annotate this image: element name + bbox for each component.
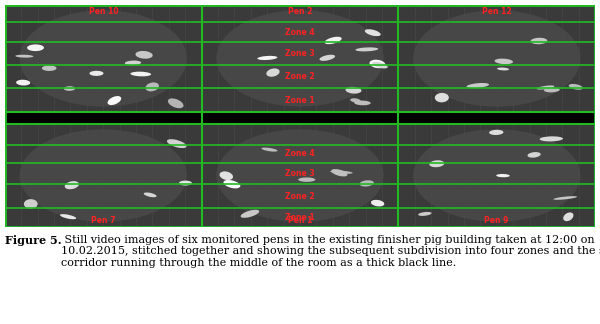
Ellipse shape <box>125 61 141 65</box>
Ellipse shape <box>16 80 30 86</box>
Ellipse shape <box>266 68 280 77</box>
Text: Pen 2: Pen 2 <box>288 7 312 16</box>
Ellipse shape <box>179 180 192 186</box>
Ellipse shape <box>64 86 75 91</box>
Ellipse shape <box>65 181 79 189</box>
Ellipse shape <box>530 38 547 44</box>
Ellipse shape <box>20 10 187 107</box>
Text: Zone 4: Zone 4 <box>285 28 315 37</box>
Bar <box>5 112 595 124</box>
Text: Pen 12: Pen 12 <box>482 7 511 16</box>
Ellipse shape <box>536 86 554 89</box>
Ellipse shape <box>16 55 34 58</box>
Ellipse shape <box>298 178 316 182</box>
Ellipse shape <box>262 147 278 152</box>
Text: Pen 7: Pen 7 <box>91 215 116 225</box>
Bar <box>5 124 202 227</box>
Ellipse shape <box>544 87 560 92</box>
Ellipse shape <box>413 129 580 222</box>
Ellipse shape <box>107 96 121 105</box>
Ellipse shape <box>354 100 371 105</box>
Ellipse shape <box>346 87 361 94</box>
Ellipse shape <box>89 71 103 76</box>
Text: Pen 10: Pen 10 <box>89 7 118 16</box>
Ellipse shape <box>331 169 347 177</box>
Ellipse shape <box>27 44 44 51</box>
Ellipse shape <box>355 47 378 52</box>
Ellipse shape <box>496 174 510 177</box>
Ellipse shape <box>371 200 385 206</box>
Bar <box>202 124 398 227</box>
Text: Zone 3: Zone 3 <box>285 49 315 58</box>
Bar <box>398 124 595 227</box>
Ellipse shape <box>144 192 157 197</box>
Ellipse shape <box>20 129 187 222</box>
Ellipse shape <box>467 83 489 88</box>
Ellipse shape <box>527 152 541 158</box>
Ellipse shape <box>569 84 583 90</box>
Text: Pen 9: Pen 9 <box>484 215 509 225</box>
Text: Zone 2: Zone 2 <box>285 191 315 201</box>
Ellipse shape <box>257 56 277 60</box>
Ellipse shape <box>330 170 353 174</box>
Text: Zone 1: Zone 1 <box>285 213 315 222</box>
Ellipse shape <box>60 214 76 219</box>
Text: Pen 1: Pen 1 <box>288 215 312 225</box>
Bar <box>202 5 398 112</box>
Ellipse shape <box>145 82 159 91</box>
Text: Figure 5.: Figure 5. <box>5 235 61 246</box>
Text: Zone 1: Zone 1 <box>285 96 315 105</box>
Ellipse shape <box>539 136 563 141</box>
Ellipse shape <box>429 160 445 167</box>
Ellipse shape <box>167 139 187 148</box>
Ellipse shape <box>42 65 56 71</box>
Ellipse shape <box>136 51 153 59</box>
Bar <box>398 5 595 112</box>
Text: Zone 2: Zone 2 <box>285 72 315 81</box>
Ellipse shape <box>494 59 513 64</box>
Ellipse shape <box>370 60 385 68</box>
Ellipse shape <box>563 213 574 221</box>
Ellipse shape <box>325 37 341 44</box>
Text: Zone 3: Zone 3 <box>285 169 315 178</box>
Ellipse shape <box>553 196 577 200</box>
Ellipse shape <box>168 98 184 108</box>
Ellipse shape <box>413 10 580 107</box>
Ellipse shape <box>217 10 383 107</box>
Ellipse shape <box>435 93 449 102</box>
Ellipse shape <box>365 29 381 36</box>
Ellipse shape <box>241 210 259 218</box>
Ellipse shape <box>418 212 431 216</box>
Text: Still video images of six monitored pens in the existing finisher pig building t: Still video images of six monitored pens… <box>61 235 600 268</box>
Ellipse shape <box>319 55 335 61</box>
Ellipse shape <box>24 199 38 209</box>
Ellipse shape <box>223 180 241 188</box>
Ellipse shape <box>489 130 503 135</box>
Ellipse shape <box>497 67 509 70</box>
Ellipse shape <box>220 171 233 180</box>
Ellipse shape <box>217 129 383 222</box>
Ellipse shape <box>350 98 361 103</box>
Ellipse shape <box>372 62 388 68</box>
Text: Zone 4: Zone 4 <box>285 149 315 158</box>
Bar <box>5 5 202 112</box>
Ellipse shape <box>130 72 151 76</box>
Ellipse shape <box>359 180 374 187</box>
